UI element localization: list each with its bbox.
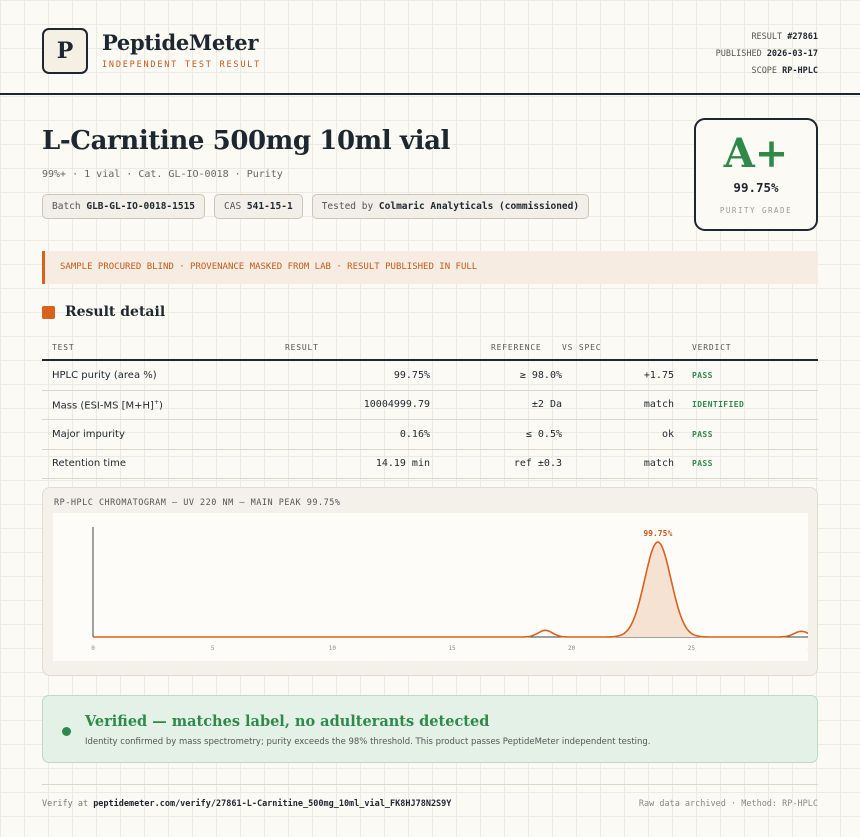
product-title: L-Carnitine 500mg 10ml vial	[42, 126, 451, 156]
result-label: RESULT	[751, 32, 783, 42]
cell-test-sup: +	[153, 398, 159, 406]
col-result: RESULT	[285, 343, 319, 352]
cell-vs-spec: +1.75	[643, 369, 674, 381]
brand-subtitle: INDEPENDENT TEST RESULT	[102, 60, 262, 70]
chromatogram-panel: RP-HPLC CHROMATOGRAM — UV 220 NM — MAIN …	[42, 487, 818, 676]
report-header: P PeptideMeter INDEPENDENT TEST RESULT R…	[0, 0, 860, 95]
verify-label: Verify at	[42, 799, 89, 809]
col-reference: REFERENCE	[491, 343, 542, 352]
result-id-row: RESULT #27861	[716, 29, 818, 46]
col-verdict: VERDICT	[692, 343, 732, 352]
x-tick-label: 15	[448, 645, 456, 652]
verified-text: Identity confirmed by mass spectrometry;…	[85, 737, 651, 747]
cell-reference: ≤ 0.5%	[525, 428, 562, 440]
verified-banner: Verified — matches label, no adulterants…	[42, 695, 818, 763]
logo: P	[42, 28, 88, 74]
footer-verify: Verify at peptidemeter.com/verify/27861-…	[42, 799, 451, 809]
grade-caption: PURITY GRADE	[719, 206, 793, 215]
main-peak-fill	[606, 542, 711, 637]
col-test: TEST	[52, 343, 75, 352]
x-tick-label: 5	[211, 645, 215, 652]
x-tick-label: 25	[688, 645, 696, 652]
chromatogram-svg: 99.75% 0 5 10 15 20 25 30	[91, 527, 815, 652]
footer-archive-note: Raw data archived · Method: RP-HPLC	[638, 799, 818, 809]
cell-vs-spec: match	[643, 458, 674, 470]
table-row: Mass (ESI-MS [M+H]+) 10004999.79 ±2 Da m…	[42, 391, 818, 420]
brand-name: PeptideMeter	[102, 30, 259, 55]
cas-label: CAS	[224, 201, 242, 212]
cell-test: Mass (ESI-MS [M+H]+)	[42, 399, 230, 411]
col-vs-spec: VS SPEC	[562, 343, 602, 352]
cell-result: 10004999.79	[363, 399, 430, 411]
table-header: TEST RESULT REFERENCE VS SPEC VERDICT	[42, 336, 818, 361]
cas-value: 541-15-1	[246, 201, 293, 212]
batch-value: GLB-GL-IO-0018-1515	[86, 201, 196, 212]
scope-value: RP-HPLC	[782, 66, 818, 76]
chart-title: RP-HPLC CHROMATOGRAM — UV 220 NM — MAIN …	[54, 498, 341, 508]
table-row: HPLC purity (area %) 99.75% ≥ 98.0% +1.7…	[42, 361, 818, 391]
cell-result: 0.16%	[399, 428, 430, 440]
peak-label: 99.75%	[643, 529, 672, 538]
grade-value: 99.75%	[733, 180, 779, 195]
cell-result: 99.75%	[393, 369, 430, 381]
verified-title: Verified — matches label, no adulterants…	[85, 713, 490, 730]
report-meta: RESULT #27861 PUBLISHED 2026-03-17 SCOPE…	[716, 29, 818, 80]
x-tick-label: 10	[329, 645, 337, 652]
cell-reference: ref ±0.3	[513, 458, 562, 470]
cell-test-text: Mass (ESI-MS [M+H]	[52, 399, 154, 411]
table-row: Major impurity 0.16% ≤ 0.5% ok PASS	[42, 420, 818, 450]
x-tick-label: 30	[807, 645, 808, 652]
result-table: TEST RESULT REFERENCE VS SPEC VERDICT HP…	[42, 336, 818, 479]
chromatogram-line	[93, 541, 812, 638]
cell-vs-spec: ok	[661, 428, 674, 440]
scope-label: SCOPE	[751, 66, 778, 76]
published-label: PUBLISHED	[715, 49, 762, 59]
grade-letter: A+	[723, 130, 789, 177]
cell-test: HPLC purity (area %)	[52, 369, 157, 381]
scope-row: SCOPE RP-HPLC	[716, 63, 818, 80]
cell-verdict: PASS	[692, 370, 713, 380]
x-tick-label: 0	[91, 645, 95, 652]
x-tick-label: 20	[568, 645, 576, 652]
cell-test-end: )	[159, 399, 163, 411]
tested-by-chip: Tested by Colmaric Analyticals (commissi…	[311, 194, 590, 219]
table-row: Retention time 14.19 min ref ±0.3 match …	[42, 450, 818, 479]
cell-verdict: IDENTIFIED	[692, 400, 745, 410]
published-date: 2026-03-17	[766, 49, 818, 59]
result-id: #27861	[787, 32, 818, 42]
cell-result: 14.19 min	[375, 458, 430, 470]
tested-by-value: Colmaric Analyticals (commissioned)	[378, 201, 580, 212]
batch-label: Batch	[52, 201, 81, 212]
cas-chip: CAS 541-15-1	[214, 194, 303, 219]
tested-by-label: Tested by	[321, 201, 374, 212]
section-marker	[42, 306, 55, 319]
verify-link[interactable]: peptidemeter.com/verify/27861-L-Carnitin…	[93, 799, 452, 809]
footer-divider	[42, 784, 818, 785]
cell-reference: ≥ 98.0%	[519, 369, 562, 381]
cell-vs-spec: match	[643, 399, 674, 411]
cell-test: Major impurity	[52, 428, 125, 440]
cell-verdict: PASS	[692, 459, 713, 469]
batch-chip: Batch GLB-GL-IO-0018-1515	[42, 194, 206, 219]
procurement-notice: SAMPLE PROCURED BLIND · PROVENANCE MASKE…	[42, 251, 818, 284]
section-title: Result detail	[65, 304, 166, 320]
product-subtitle: 99%+ · 1 vial · Cat. GL-IO-0018 · Purity	[42, 169, 283, 180]
cell-test: Retention time	[52, 458, 126, 470]
product-chips: Batch GLB-GL-IO-0018-1515 CAS 541-15-1 T…	[42, 194, 590, 219]
chart-plot-area: 99.75% 0 5 10 15 20 25 30	[53, 513, 815, 661]
grade-card: A+ 99.75% PURITY GRADE	[694, 118, 818, 231]
published-row: PUBLISHED 2026-03-17	[716, 46, 818, 63]
verified-dot-icon	[62, 727, 71, 736]
cell-reference: ±2 Da	[531, 399, 562, 411]
cell-verdict: PASS	[692, 429, 713, 439]
